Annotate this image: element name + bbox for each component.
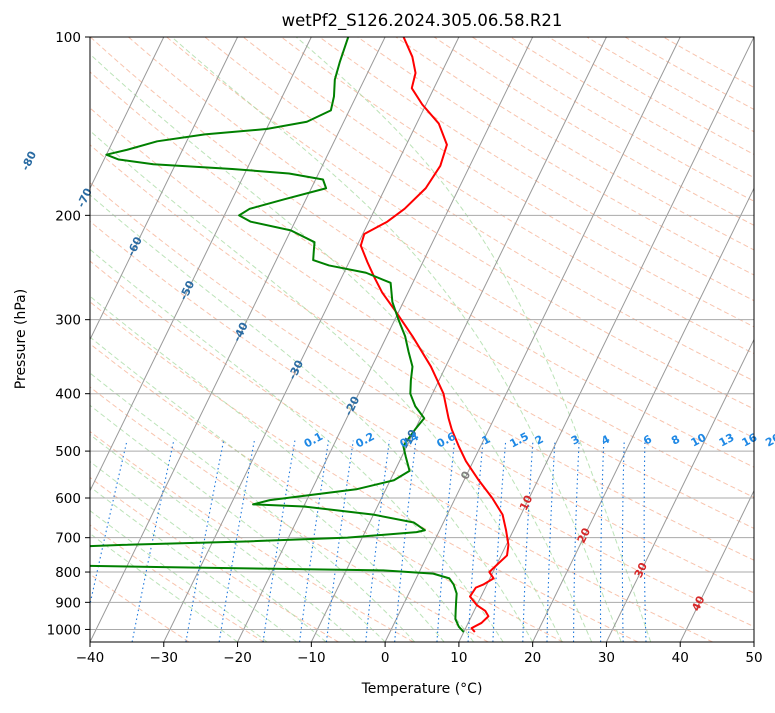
x-tick-label: 0 xyxy=(381,650,390,666)
y-tick-label: 500 xyxy=(55,444,81,460)
y-tick-label: 600 xyxy=(55,491,81,507)
y-tick-label: 100 xyxy=(55,30,81,46)
y-tick-label: 1000 xyxy=(47,622,81,638)
x-tick-label: −30 xyxy=(150,650,179,666)
x-axis-label: Temperature (°C) xyxy=(361,681,483,697)
x-tick-label: 40 xyxy=(672,650,689,666)
y-tick-label: 400 xyxy=(55,387,81,403)
y-tick-label: 200 xyxy=(55,208,81,224)
x-tick-label: −10 xyxy=(297,650,326,666)
x-tick-label: 50 xyxy=(745,650,762,666)
chart-title: wetPf2_S126.2024.305.06.58.R21 xyxy=(282,11,563,31)
x-tick-label: 20 xyxy=(524,650,541,666)
y-axis-label: Pressure (hPa) xyxy=(13,289,29,389)
x-tick-label: −40 xyxy=(76,650,105,666)
y-tick-label: 800 xyxy=(55,565,81,581)
y-tick-label: 900 xyxy=(55,595,81,611)
y-tick-label: 700 xyxy=(55,531,81,547)
x-tick-label: 10 xyxy=(450,650,467,666)
y-tick-label: 300 xyxy=(55,313,81,329)
x-tick-label: −20 xyxy=(223,650,252,666)
x-tick-label: 30 xyxy=(598,650,615,666)
